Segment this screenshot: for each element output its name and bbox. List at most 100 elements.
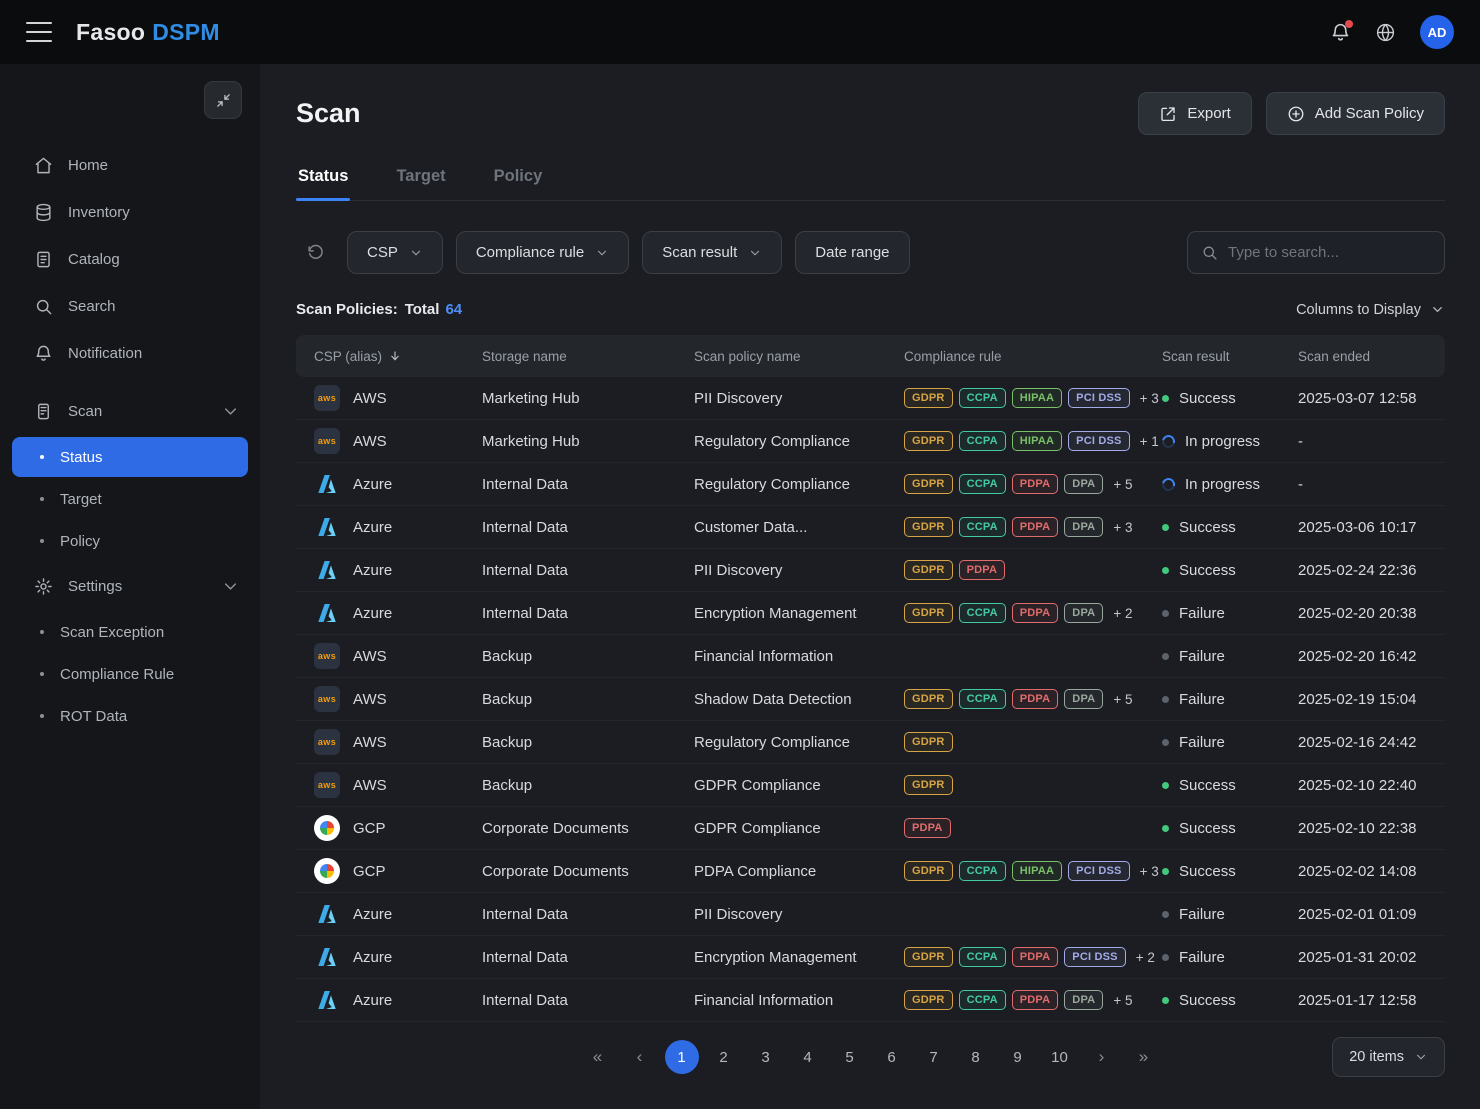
sidebar-item-notification[interactable]: Notification (0, 330, 260, 377)
search-icon (1201, 244, 1218, 261)
table-row[interactable]: awsAWSMarketing HubPII DiscoveryGDPRCCPA… (296, 377, 1445, 420)
storage-name-cell: Marketing Hub (482, 390, 694, 407)
page-button-4[interactable]: 4 (791, 1040, 825, 1074)
header-storage-name[interactable]: Storage name (482, 349, 694, 364)
badge-extra-count: + 2 (1136, 950, 1155, 965)
scan-ended-cell: 2025-02-16 24:42 (1298, 734, 1427, 751)
page-button-5[interactable]: 5 (833, 1040, 867, 1074)
columns-to-display-dropdown[interactable]: Columns to Display (1296, 302, 1445, 318)
sidebar-item-status[interactable]: Status (12, 437, 248, 477)
header-scan-ended[interactable]: Scan ended (1298, 349, 1427, 364)
sidebar-item-scan-exception[interactable]: Scan Exception (12, 612, 248, 652)
table-row[interactable]: awsAWSBackupShadow Data DetectionGDPRCCP… (296, 678, 1445, 721)
page-button-7[interactable]: 7 (917, 1040, 951, 1074)
sidebar-item-settings[interactable]: Settings (0, 563, 260, 610)
tab-target[interactable]: Target (394, 167, 447, 200)
sidebar-item-inventory[interactable]: Inventory (0, 189, 260, 236)
chevron-down-icon (1414, 1050, 1428, 1064)
table-row[interactable]: AzureInternal DataRegulatory ComplianceG… (296, 463, 1445, 506)
table-row[interactable]: GCPCorporate DocumentsGDPR CompliancePDP… (296, 807, 1445, 850)
page-button-1[interactable]: 1 (665, 1040, 699, 1074)
storage-name-cell: Backup (482, 777, 694, 794)
storage-name-cell: Internal Data (482, 906, 694, 923)
compliance-badge: GDPR (904, 603, 953, 623)
azure-icon (314, 514, 340, 540)
page-button-9[interactable]: 9 (1001, 1040, 1035, 1074)
export-button[interactable]: Export (1138, 92, 1251, 135)
items-per-page-dropdown[interactable]: 20 items (1332, 1037, 1445, 1077)
table-row[interactable]: AzureInternal DataEncryption ManagementG… (296, 592, 1445, 635)
sidebar-item-compliance-rule[interactable]: Compliance Rule (12, 654, 248, 694)
tab-status[interactable]: Status (296, 167, 350, 200)
first-page-button[interactable]: « (581, 1040, 615, 1074)
page-button-3[interactable]: 3 (749, 1040, 783, 1074)
language-button[interactable] (1375, 22, 1396, 43)
compliance-rule-cell: GDPRCCPAHIPAAPCI DSS+ 3 (904, 861, 1162, 881)
sidebar-item-home[interactable]: Home (0, 142, 260, 189)
table-row[interactable]: AzureInternal DataEncryption ManagementG… (296, 936, 1445, 979)
compliance-badge: GDPR (904, 861, 953, 881)
header-scan-policy-name[interactable]: Scan policy name (694, 349, 904, 364)
scan-policy-name-cell: Financial Information (694, 992, 904, 1009)
compliance-badge: PCI DSS (1068, 431, 1129, 451)
sidebar-item-policy[interactable]: Policy (12, 521, 248, 561)
last-page-button[interactable]: » (1127, 1040, 1161, 1074)
user-avatar[interactable]: AD (1420, 15, 1454, 49)
tab-policy[interactable]: Policy (492, 167, 545, 200)
sidebar-subitem-label: Scan Exception (60, 624, 164, 641)
scan-ended-cell: 2025-02-01 01:09 (1298, 906, 1427, 923)
table-row[interactable]: awsAWSBackupGDPR ComplianceGDPRSuccess20… (296, 764, 1445, 807)
csp-name: AWS (353, 691, 387, 708)
prev-page-button[interactable]: ‹ (623, 1040, 657, 1074)
table-row[interactable]: AzureInternal DataPII DiscoveryGDPRPDPAS… (296, 549, 1445, 592)
compliance-rule-cell: GDPRCCPAHIPAAPCI DSS+ 3 (904, 388, 1162, 408)
table-row[interactable]: awsAWSBackupRegulatory ComplianceGDPRFai… (296, 721, 1445, 764)
storage-name-cell: Internal Data (482, 949, 694, 966)
compliance-badge: CCPA (959, 603, 1006, 623)
table-row[interactable]: AzureInternal DataCustomer Data...GDPRCC… (296, 506, 1445, 549)
compliance-badge: PDPA (1012, 947, 1059, 967)
compliance-badge: CCPA (959, 689, 1006, 709)
aws-icon: aws (314, 385, 340, 411)
table-row[interactable]: AzureInternal DataPII DiscoveryFailure20… (296, 893, 1445, 936)
sidebar-item-target[interactable]: Target (12, 479, 248, 519)
header-scan-result[interactable]: Scan result (1162, 349, 1298, 364)
page-button-10[interactable]: 10 (1043, 1040, 1077, 1074)
result-text: In progress (1185, 433, 1260, 450)
compliance-badge: CCPA (959, 388, 1006, 408)
table-row[interactable]: AzureInternal DataFinancial InformationG… (296, 979, 1445, 1022)
search-input[interactable] (1228, 244, 1431, 261)
scan-policies-label: Scan Policies: (296, 301, 398, 318)
table-row[interactable]: GCPCorporate DocumentsPDPA ComplianceGDP… (296, 850, 1445, 893)
notifications-button[interactable] (1330, 22, 1351, 43)
page-button-6[interactable]: 6 (875, 1040, 909, 1074)
add-scan-policy-button[interactable]: Add Scan Policy (1266, 92, 1445, 135)
date-range-filter-button[interactable]: Date range (795, 231, 909, 274)
compliance-badge: CCPA (959, 861, 1006, 881)
page-button-8[interactable]: 8 (959, 1040, 993, 1074)
compliance-badge: GDPR (904, 732, 953, 752)
scan-ended-cell: 2025-02-02 14:08 (1298, 863, 1427, 880)
csp-cell: Azure (314, 987, 482, 1013)
sidebar-item-catalog[interactable]: Catalog (0, 236, 260, 283)
gcp-colors (320, 864, 334, 878)
header-csp[interactable]: CSP (alias) (314, 349, 482, 364)
collapse-sidebar-button[interactable] (204, 81, 242, 119)
search-box[interactable] (1187, 231, 1445, 274)
next-page-button[interactable]: › (1085, 1040, 1119, 1074)
result-text: Failure (1179, 648, 1225, 665)
chevron-down-icon (1430, 302, 1445, 317)
header-compliance-rule[interactable]: Compliance rule (904, 349, 1162, 364)
reset-filters-button[interactable] (296, 234, 334, 272)
table-row[interactable]: awsAWSMarketing HubRegulatory Compliance… (296, 420, 1445, 463)
compliance-rule-filter-dropdown[interactable]: Compliance rule (456, 231, 629, 274)
home-icon (34, 156, 53, 175)
scan-result-filter-dropdown[interactable]: Scan result (642, 231, 782, 274)
hamburger-menu-button[interactable] (26, 22, 52, 42)
sidebar-item-search[interactable]: Search (0, 283, 260, 330)
table-row[interactable]: awsAWSBackupFinancial InformationFailure… (296, 635, 1445, 678)
page-button-2[interactable]: 2 (707, 1040, 741, 1074)
sidebar-item-rot-data[interactable]: ROT Data (12, 696, 248, 736)
sidebar-item-scan[interactable]: Scan (0, 388, 260, 435)
csp-filter-dropdown[interactable]: CSP (347, 231, 443, 274)
